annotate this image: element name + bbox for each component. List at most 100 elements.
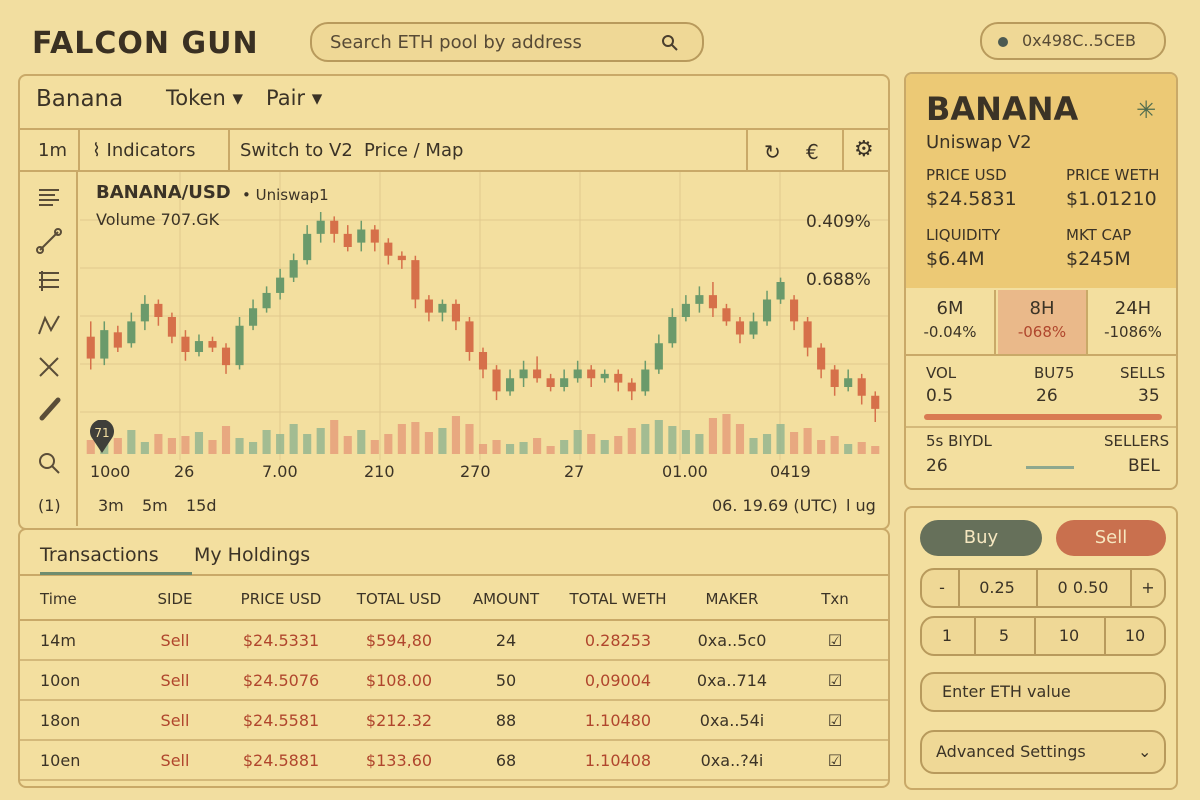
x-tick: 10o0 <box>90 462 131 481</box>
eth-value-input[interactable]: Enter ETH value <box>920 672 1166 712</box>
price-map-toggle[interactable]: Price / Map <box>364 140 464 161</box>
tx-maker[interactable]: 0xa..?4i <box>682 740 782 781</box>
candle-body <box>614 373 623 383</box>
fib-retracement-icon[interactable] <box>36 268 62 294</box>
candle-body <box>384 242 393 256</box>
preset-option[interactable]: 10 <box>1124 626 1146 645</box>
tab-transactions[interactable]: Transactions <box>40 544 159 566</box>
external-link-icon[interactable]: ☑ <box>782 660 888 701</box>
candle-body <box>546 378 555 387</box>
candle-body <box>600 373 609 379</box>
increment-button[interactable]: + <box>1141 578 1155 597</box>
search-icon[interactable] <box>660 33 680 58</box>
col-header: MAKER <box>682 578 782 621</box>
cross-tool-icon[interactable] <box>36 354 62 380</box>
pattern-icon[interactable] <box>36 312 62 338</box>
crosshair-lines-icon[interactable] <box>36 184 62 210</box>
candle-body <box>505 378 515 392</box>
timeframe-option[interactable]: (1) <box>38 496 61 515</box>
candle-body <box>587 369 596 379</box>
token-name: BANANA <box>926 90 1079 128</box>
marker-pin-icon[interactable]: 71 <box>88 419 116 454</box>
pair-dropdown-icon: ▾ <box>311 86 323 110</box>
preset-option[interactable]: 5 <box>998 626 1010 645</box>
table-row[interactable]: 18on Sell $24.5581 $212.32 88 1.10480 0x… <box>20 700 888 741</box>
search-input[interactable]: Search ETH pool by address <box>310 22 704 62</box>
wallet-button[interactable]: 0x498C..5CEB <box>980 22 1166 60</box>
mktcap-value: $245M <box>1066 248 1131 270</box>
change-6m[interactable]: 6M -0.04% <box>906 290 996 354</box>
tab-my-holdings[interactable]: My Holdings <box>194 544 311 566</box>
candle-body <box>167 317 176 337</box>
x-tick: 210 <box>364 462 395 481</box>
trendline-icon[interactable] <box>36 228 62 254</box>
volume-bar <box>614 436 623 454</box>
interval-select[interactable]: 1m <box>38 140 67 161</box>
snapshot-icon[interactable]: € <box>806 140 819 164</box>
sell-button[interactable]: Sell <box>1056 520 1166 556</box>
buy-button[interactable]: Buy <box>920 520 1042 556</box>
candle-body <box>154 303 163 317</box>
volume-bar <box>465 424 474 454</box>
volume-bar <box>533 438 542 454</box>
candle-body <box>221 347 231 366</box>
app-title: FALCON GUN <box>32 26 259 61</box>
volume-bar <box>749 438 758 454</box>
amount-option[interactable]: 0.25 <box>979 578 1015 597</box>
decrement-button[interactable]: - <box>939 578 945 597</box>
tx-maker[interactable]: 0xa..5c0 <box>682 620 782 661</box>
volume-bar <box>221 426 231 454</box>
candle-body <box>803 321 812 348</box>
indicators-button[interactable]: ⌇ Indicators <box>92 140 196 161</box>
tx-time: 18on <box>20 700 128 741</box>
candle-body <box>411 260 420 300</box>
log-scale-toggle[interactable]: l ug <box>846 496 876 515</box>
change-24h[interactable]: 24H -1086% <box>1104 298 1162 341</box>
price-chart[interactable] <box>80 172 888 460</box>
advanced-settings-toggle[interactable]: Advanced Settings ⌄ <box>920 730 1166 774</box>
change-8h[interactable]: 8H -068% <box>998 290 1088 354</box>
candle-body <box>749 321 758 335</box>
candle-body <box>194 341 204 352</box>
switch-v2-button[interactable]: Switch to V2 <box>240 140 353 161</box>
timeframe-option[interactable]: 5m <box>142 496 168 515</box>
candle-body <box>478 352 488 370</box>
table-row[interactable]: 14m Sell $24.5331 $594,80 24 0.28253 0xa… <box>20 620 888 661</box>
external-link-icon[interactable]: ☑ <box>782 620 888 661</box>
eth-input-placeholder: Enter ETH value <box>942 682 1071 701</box>
candle-body <box>235 325 244 366</box>
volume-bar <box>86 440 95 454</box>
favorite-star-icon[interactable]: ✳ <box>1136 96 1157 124</box>
table-row[interactable]: 10en Sell $24.5881 $133.60 68 1.10408 0x… <box>20 740 888 781</box>
settings-gear-icon[interactable]: ⚙ <box>854 137 874 162</box>
timeframe-option[interactable]: 15d <box>186 496 217 515</box>
chevron-down-icon: ⌄ <box>1138 742 1152 761</box>
candle-body <box>871 395 880 409</box>
tx-maker[interactable]: 0xa..714 <box>682 660 782 701</box>
volume-bar <box>587 434 596 454</box>
volume-bar <box>600 440 609 454</box>
external-link-icon[interactable]: ☑ <box>782 740 888 781</box>
col-header: SIDE <box>128 578 222 621</box>
timeframe-option[interactable]: 3m <box>98 496 124 515</box>
candle-body <box>533 369 542 379</box>
amount-option[interactable]: 0 0.50 <box>1057 578 1109 597</box>
candle-body <box>817 347 826 370</box>
tx-side: Sell <box>128 700 222 741</box>
table-row[interactable]: 10on Sell $24.5076 $108.00 50 0,09004 0x… <box>20 660 888 701</box>
price-usd-value: $24.5831 <box>926 188 1017 210</box>
preset-option[interactable]: 1 <box>941 626 953 645</box>
brush-icon[interactable] <box>36 396 62 422</box>
candle-body <box>573 369 582 379</box>
candle-body <box>762 299 772 322</box>
zoom-icon[interactable] <box>36 450 62 476</box>
tab-token[interactable]: Token ▾ <box>166 86 243 110</box>
refresh-icon[interactable]: ↻ <box>764 140 781 164</box>
pair-name: Banana <box>36 86 124 112</box>
volume-bar <box>627 428 636 454</box>
candle-body <box>695 295 704 304</box>
tx-maker[interactable]: 0xa..54i <box>682 700 782 741</box>
tab-pair[interactable]: Pair ▾ <box>266 86 323 110</box>
external-link-icon[interactable]: ☑ <box>782 700 888 741</box>
preset-option[interactable]: 10 <box>1058 626 1080 645</box>
